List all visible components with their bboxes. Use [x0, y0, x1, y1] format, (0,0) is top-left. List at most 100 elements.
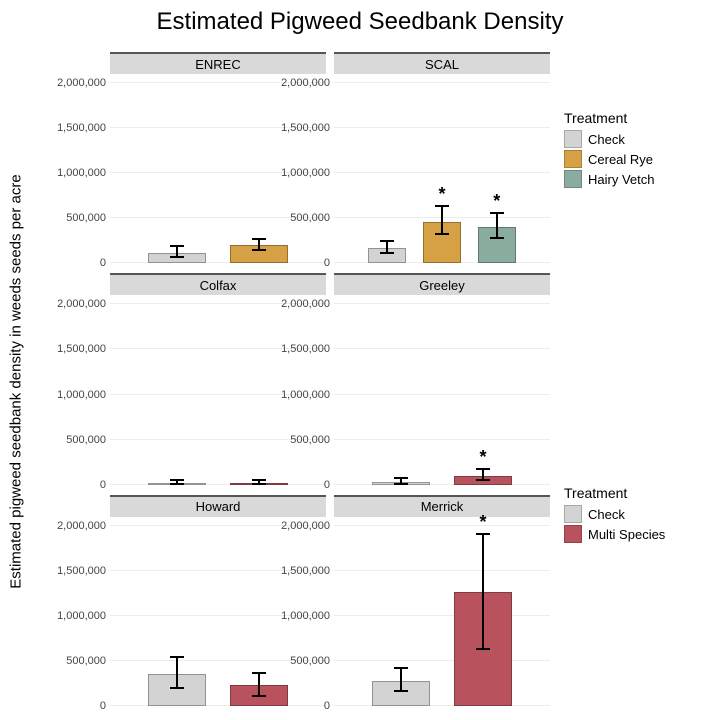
- bar-group: [372, 517, 429, 706]
- error-cap: [490, 237, 504, 239]
- panel-label: Merrick: [334, 495, 550, 517]
- bar-group: [148, 295, 205, 484]
- y-tick-label: 1,000,000: [281, 389, 330, 401]
- significance-marker: *: [493, 191, 500, 212]
- legend-label: Check: [588, 132, 625, 147]
- y-tick-label: 2,000,000: [57, 77, 106, 89]
- error-cap: [170, 656, 184, 658]
- panel-grid: ENREC 0500,0001,000,0001,500,0002,000,000…: [110, 52, 550, 706]
- y-tick-label: 0: [100, 257, 106, 269]
- y-tick-label: 2,000,000: [281, 77, 330, 89]
- error-cap: [252, 249, 266, 251]
- y-tick-label: 0: [324, 257, 330, 269]
- plot-area: 0500,0001,000,0001,500,0002,000,000**: [334, 74, 550, 263]
- gridline: [334, 303, 550, 304]
- legend-label: Cereal Rye: [588, 152, 653, 167]
- legend-title: Treatment: [564, 485, 714, 501]
- legend-swatch: [564, 150, 582, 168]
- y-tick-label: 1,500,000: [57, 343, 106, 355]
- error-cap: [476, 648, 490, 650]
- panel-label: Greeley: [334, 273, 550, 295]
- y-tick-label: 0: [324, 479, 330, 491]
- legend-swatch: [564, 505, 582, 523]
- y-tick-label: 2,000,000: [281, 298, 330, 310]
- gridline: [110, 705, 326, 706]
- error-bar: [441, 207, 443, 236]
- panel: Merrick0500,0001,000,0001,500,0002,000,0…: [334, 495, 550, 706]
- y-tick-label: 500,000: [66, 655, 106, 667]
- error-cap: [170, 245, 184, 247]
- bar-group: [148, 517, 205, 706]
- gridline: [334, 525, 550, 526]
- plot-area: 0500,0001,000,0001,500,0002,000,000*: [334, 295, 550, 484]
- gridline: [110, 484, 326, 485]
- error-cap: [252, 483, 266, 485]
- error-cap: [476, 533, 490, 535]
- y-tick-label: 0: [100, 700, 106, 712]
- bar-group: [372, 295, 429, 484]
- y-tick-label: 1,000,000: [57, 610, 106, 622]
- error-bar: [258, 674, 260, 697]
- legend-item: Check: [564, 505, 714, 523]
- error-cap: [490, 212, 504, 214]
- bar-group: *: [454, 295, 511, 484]
- panel-label: ENREC: [110, 52, 326, 74]
- error-cap: [476, 479, 490, 481]
- legend: TreatmentCheckCereal RyeHairy Vetch: [564, 110, 714, 190]
- error-bar: [400, 669, 402, 692]
- significance-marker: *: [480, 512, 487, 533]
- y-tick-label: 2,000,000: [57, 520, 106, 532]
- legend-swatch: [564, 170, 582, 188]
- error-cap: [380, 240, 394, 242]
- legend-label: Multi Species: [588, 527, 665, 542]
- error-cap: [476, 468, 490, 470]
- y-tick-label: 1,500,000: [57, 565, 106, 577]
- legend-swatch: [564, 525, 582, 543]
- error-cap: [435, 205, 449, 207]
- bar-group: [230, 295, 287, 484]
- bar-group: *: [478, 74, 516, 263]
- legend-label: Hairy Vetch: [588, 172, 654, 187]
- error-bar: [176, 658, 178, 689]
- bar-group: [230, 74, 287, 263]
- panel: SCAL0500,0001,000,0001,500,0002,000,000*…: [334, 52, 550, 263]
- chart-root: Estimated Pigweed Seedbank Density Estim…: [0, 0, 720, 720]
- legend-swatch: [564, 130, 582, 148]
- y-tick-label: 0: [324, 700, 330, 712]
- bar-group: [368, 74, 406, 263]
- error-bar: [482, 535, 484, 650]
- gridline: [334, 484, 550, 485]
- error-cap: [252, 695, 266, 697]
- significance-marker: *: [480, 447, 487, 468]
- gridline: [334, 394, 550, 395]
- error-cap: [170, 479, 184, 481]
- significance-marker: *: [438, 184, 445, 205]
- plot-area: 0500,0001,000,0001,500,0002,000,000*: [334, 517, 550, 706]
- error-cap: [394, 483, 408, 485]
- error-cap: [170, 256, 184, 258]
- y-tick-label: 1,500,000: [281, 343, 330, 355]
- gridline: [334, 615, 550, 616]
- error-cap: [380, 252, 394, 254]
- y-axis-label-wrap: Estimated pigweed seedbank density in we…: [4, 52, 28, 710]
- legend-item: Cereal Rye: [564, 150, 714, 168]
- y-tick-label: 2,000,000: [57, 298, 106, 310]
- panel-label: Colfax: [110, 273, 326, 295]
- y-tick-label: 1,000,000: [57, 389, 106, 401]
- bar-group: *: [423, 74, 461, 263]
- legend-item: Hairy Vetch: [564, 170, 714, 188]
- bar-group: *: [454, 517, 511, 706]
- gridline: [110, 262, 326, 263]
- gridline: [334, 660, 550, 661]
- bar-group: [148, 74, 205, 263]
- y-tick-label: 2,000,000: [281, 520, 330, 532]
- y-tick-label: 1,000,000: [281, 610, 330, 622]
- legend: Treatment Check Multi Species: [564, 485, 714, 545]
- error-bar: [496, 214, 498, 239]
- y-tick-label: 1,500,000: [281, 565, 330, 577]
- error-cap: [394, 667, 408, 669]
- y-tick-label: 500,000: [66, 434, 106, 446]
- error-cap: [170, 687, 184, 689]
- legend-item: Check: [564, 130, 714, 148]
- gridline: [334, 348, 550, 349]
